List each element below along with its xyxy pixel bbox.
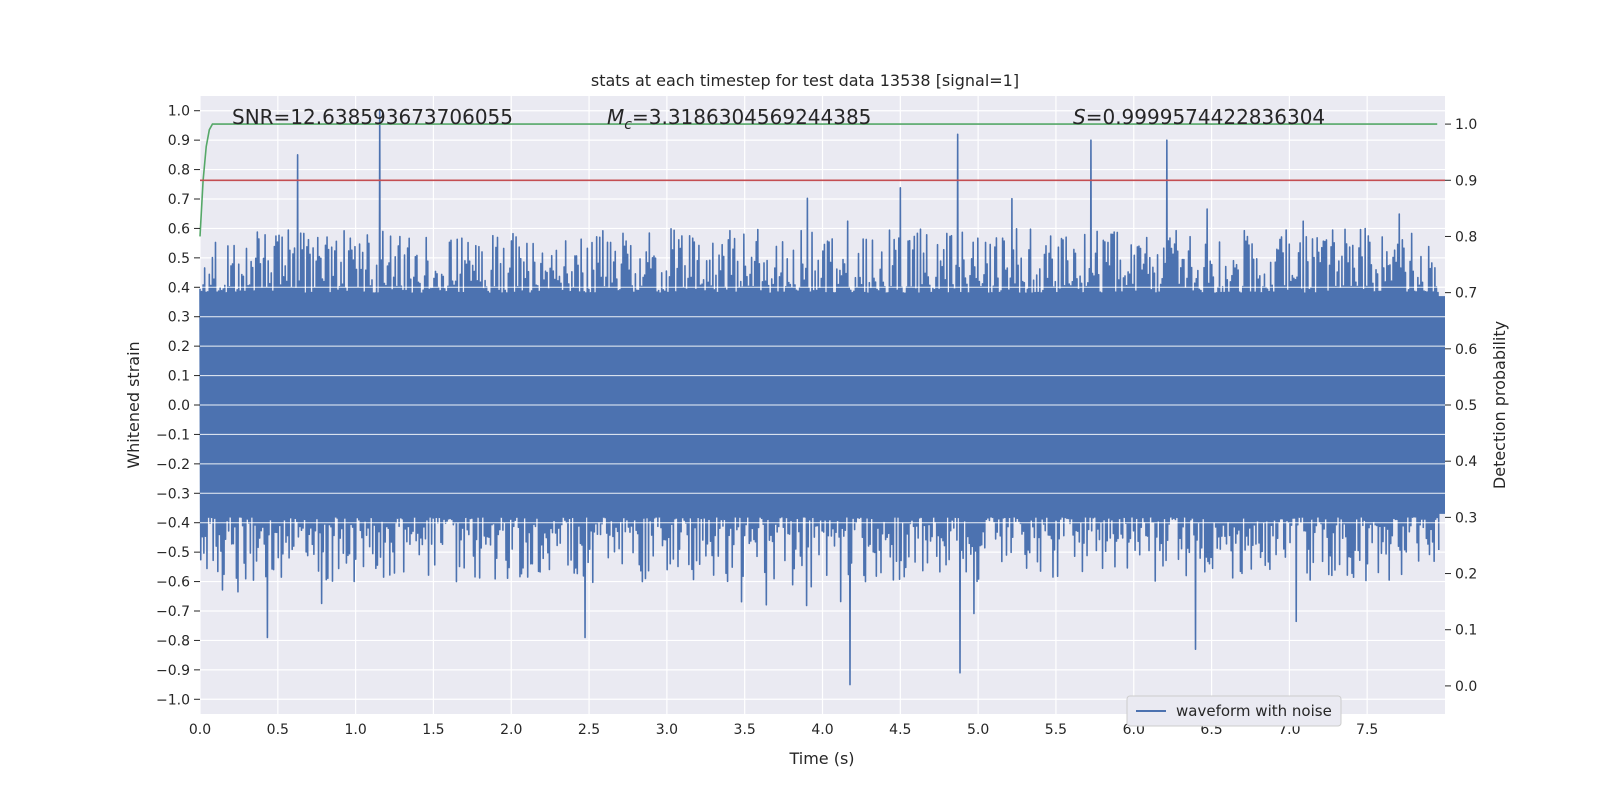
x-tick-label: 5.0	[967, 722, 989, 738]
y2-tick-label: 0.6	[1455, 342, 1477, 358]
y-tick-label: 0.8	[168, 163, 190, 179]
x-tick-label: 7.5	[1356, 722, 1378, 738]
y2-axis-ticks: 1.0 0.9 0.8 0.7 0.6 0.5 0.4 0.3 0.2 0.1 0.0	[1445, 117, 1477, 695]
probability-series	[199, 123, 1445, 237]
y2-tick-label: 0.2	[1455, 567, 1477, 583]
x-tick-label: 1.5	[422, 722, 444, 738]
y-tick-label: 0.1	[168, 369, 190, 385]
y-tick-label: 0.9	[168, 133, 190, 149]
y2-tick-label: 1.0	[1455, 117, 1477, 133]
y-tick-label: −0.4	[156, 516, 190, 532]
x-tick-label: 2.5	[578, 722, 600, 738]
chirp-mass-annotation: Mc=3.3186304569244385	[607, 105, 871, 133]
y-tick-label: −0.5	[156, 545, 190, 561]
y-tick-label: 0.7	[168, 192, 190, 208]
y2-axis-label: Detection probability	[1490, 321, 1509, 489]
y-tick-label: 0.6	[168, 221, 190, 237]
x-tick-label: 3.5	[734, 722, 756, 738]
y-tick-label: −0.1	[156, 427, 190, 443]
x-tick-label: 2.0	[500, 722, 522, 738]
snr-annotation: SNR=12.638593673706055	[232, 105, 513, 129]
x-tick-label: 1.0	[344, 722, 366, 738]
x-tick-label: 5.5	[1045, 722, 1067, 738]
y-tick-label: −0.3	[156, 486, 190, 502]
y2-tick-label: 0.8	[1455, 229, 1477, 245]
y-tick-label: −0.6	[156, 575, 190, 591]
y-tick-label: −0.8	[156, 633, 190, 649]
y-tick-label: 0.2	[168, 339, 190, 355]
y-tick-label: −0.9	[156, 663, 190, 679]
detection-probability-line	[199, 123, 1438, 237]
legend-label-waveform: waveform with noise	[1176, 702, 1332, 720]
y2-tick-label: 0.3	[1455, 510, 1477, 526]
x-tick-label: 4.0	[811, 722, 833, 738]
chart-title: stats at each timestep for test data 135…	[591, 71, 1019, 90]
y2-tick-label: 0.1	[1455, 623, 1477, 639]
y2-tick-label: 0.5	[1455, 398, 1477, 414]
y-axis-label: Whitened strain	[124, 341, 143, 468]
y2-tick-label: 0.9	[1455, 173, 1477, 189]
y-tick-label: −1.0	[156, 692, 190, 708]
x-tick-label: 0.0	[189, 722, 211, 738]
legend-box	[1126, 695, 1342, 727]
y-tick-label: 0.5	[168, 251, 190, 267]
y2-tick-label: 0.0	[1455, 679, 1477, 695]
y-tick-label: 0.3	[168, 310, 190, 326]
waveform-series	[199, 109, 1445, 686]
y2-tick-label: 0.7	[1455, 286, 1477, 302]
y-tick-label: 0.4	[168, 280, 190, 296]
y-axis-ticks: 1.0 0.9 0.8 0.7 0.6 0.5 0.4 0.3 0.2 0.1 0.0 −0.1 −0.…	[156, 104, 200, 708]
legend: waveform with noise	[1126, 695, 1342, 727]
y-tick-label: −0.7	[156, 604, 190, 620]
x-axis-ticks: 0.0 0.5 1.0 1.5 2.0 2.5 3.0 3.5 4.0 4.5 5.0 5.5 6.0 6…	[189, 722, 1378, 738]
stat-s-annotation: S=0.9999574422836304	[1073, 105, 1325, 129]
y-tick-label: −0.2	[156, 457, 190, 473]
annotations: SNR=12.638593673706055 Mc=3.318630456924…	[232, 105, 1325, 133]
y-tick-label: 1.0	[168, 104, 190, 120]
y2-tick-label: 0.4	[1455, 454, 1477, 470]
x-tick-label: 0.5	[267, 722, 289, 738]
y-tick-label: 0.0	[168, 398, 190, 414]
x-tick-label: 4.5	[889, 722, 911, 738]
x-tick-label: 3.0	[656, 722, 678, 738]
x-axis-label: Time (s)	[788, 749, 854, 768]
